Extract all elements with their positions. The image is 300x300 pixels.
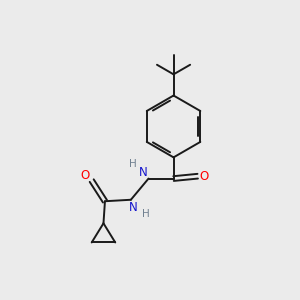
Text: H: H xyxy=(142,209,150,220)
Text: H: H xyxy=(129,159,137,170)
Text: O: O xyxy=(81,169,90,182)
Text: O: O xyxy=(199,170,208,183)
Text: N: N xyxy=(129,201,138,214)
Text: N: N xyxy=(139,166,148,178)
